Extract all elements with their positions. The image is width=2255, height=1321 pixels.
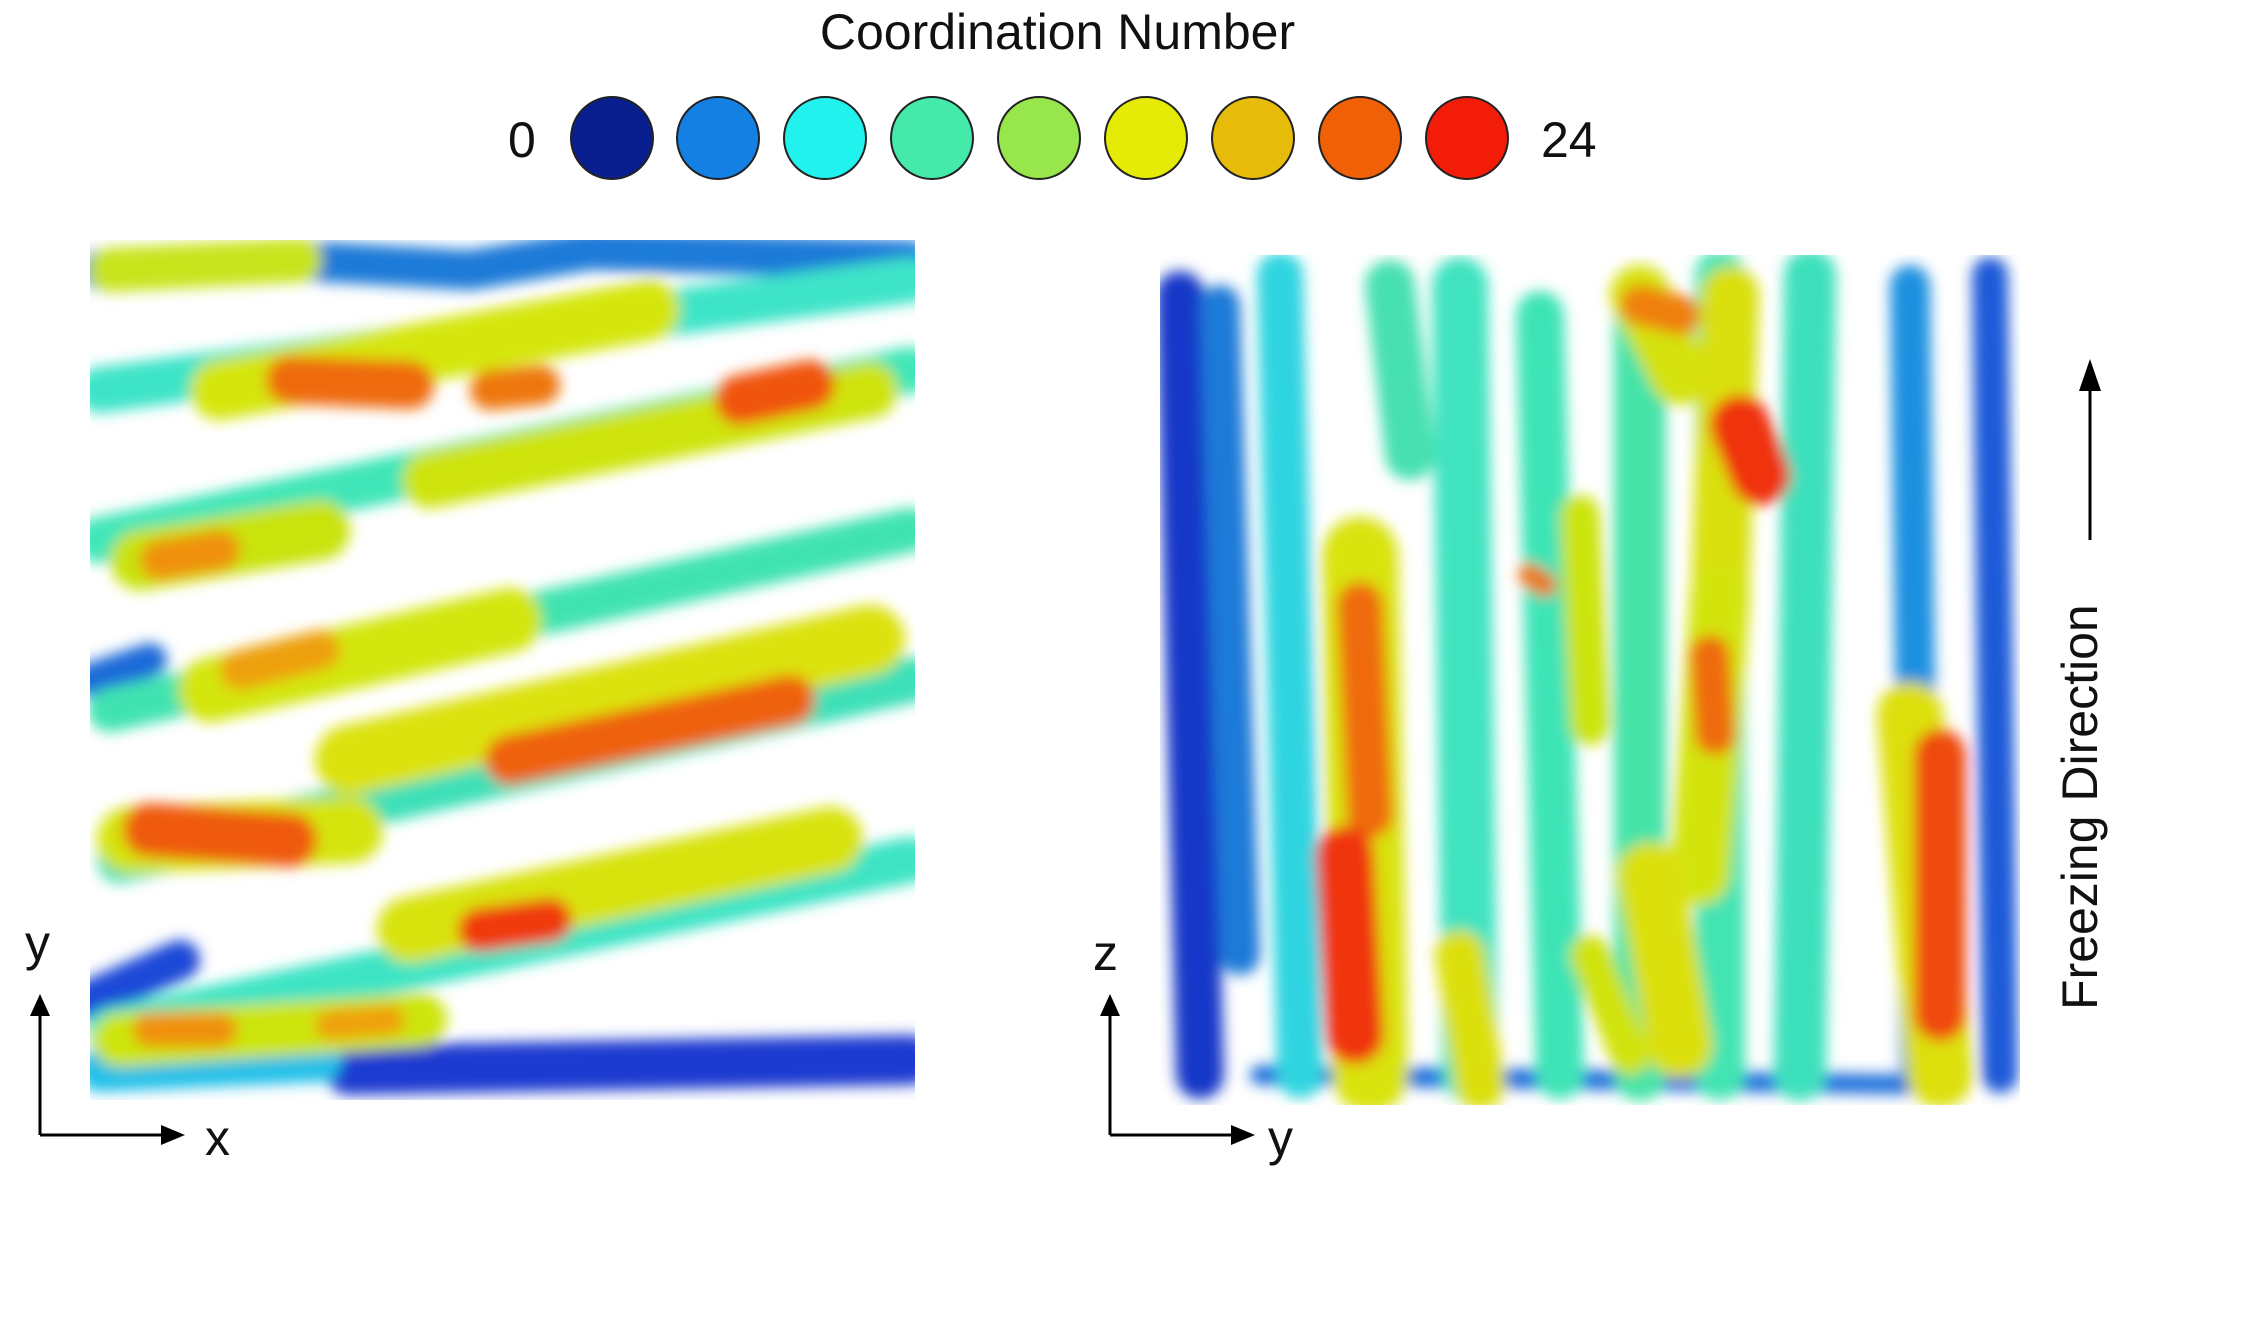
- legend-title: Coordination Number: [819, 4, 1296, 60]
- legend-swatch: [1318, 96, 1402, 180]
- xy-particle-image: [90, 240, 915, 1095]
- legend-min-label: 0: [508, 112, 536, 168]
- zy-pore-network: [1160, 255, 2018, 1105]
- legend-swatch: [676, 96, 760, 180]
- horizontal-axis-arrowhead: [1231, 1125, 1255, 1145]
- xy-vertical-axis-label: y: [25, 915, 50, 971]
- legend-swatch: [783, 96, 867, 180]
- zy-particle-image: [1160, 255, 2018, 1105]
- vertical-axis-arrowhead: [1100, 994, 1120, 1016]
- legend: 0 24: [0, 96, 2255, 186]
- legend-swatch: [1425, 96, 1509, 180]
- legend-swatch: [570, 96, 654, 180]
- vertical-axis-arrowhead: [30, 994, 50, 1016]
- horizontal-axis-arrowhead: [161, 1125, 185, 1145]
- zy-vertical-axis-label: z: [1093, 925, 1118, 981]
- legend-max-label: 24: [1541, 112, 1597, 168]
- xy-pore-network: [90, 240, 915, 1095]
- legend-swatch: [890, 96, 974, 180]
- legend-swatch: [1104, 96, 1188, 180]
- legend-swatch: [997, 96, 1081, 180]
- xy-horizontal-axis-label: x: [205, 1110, 230, 1166]
- legend-swatch: [1211, 96, 1295, 180]
- freezing-direction-label: Freezing Direction: [2052, 604, 2108, 1010]
- zy-axis-arrows: [1100, 994, 1255, 1145]
- freezing-direction-arrow: [2079, 359, 2101, 540]
- xy-axis-arrows: [30, 994, 185, 1145]
- zy-horizontal-axis-label: y: [1268, 1110, 1293, 1166]
